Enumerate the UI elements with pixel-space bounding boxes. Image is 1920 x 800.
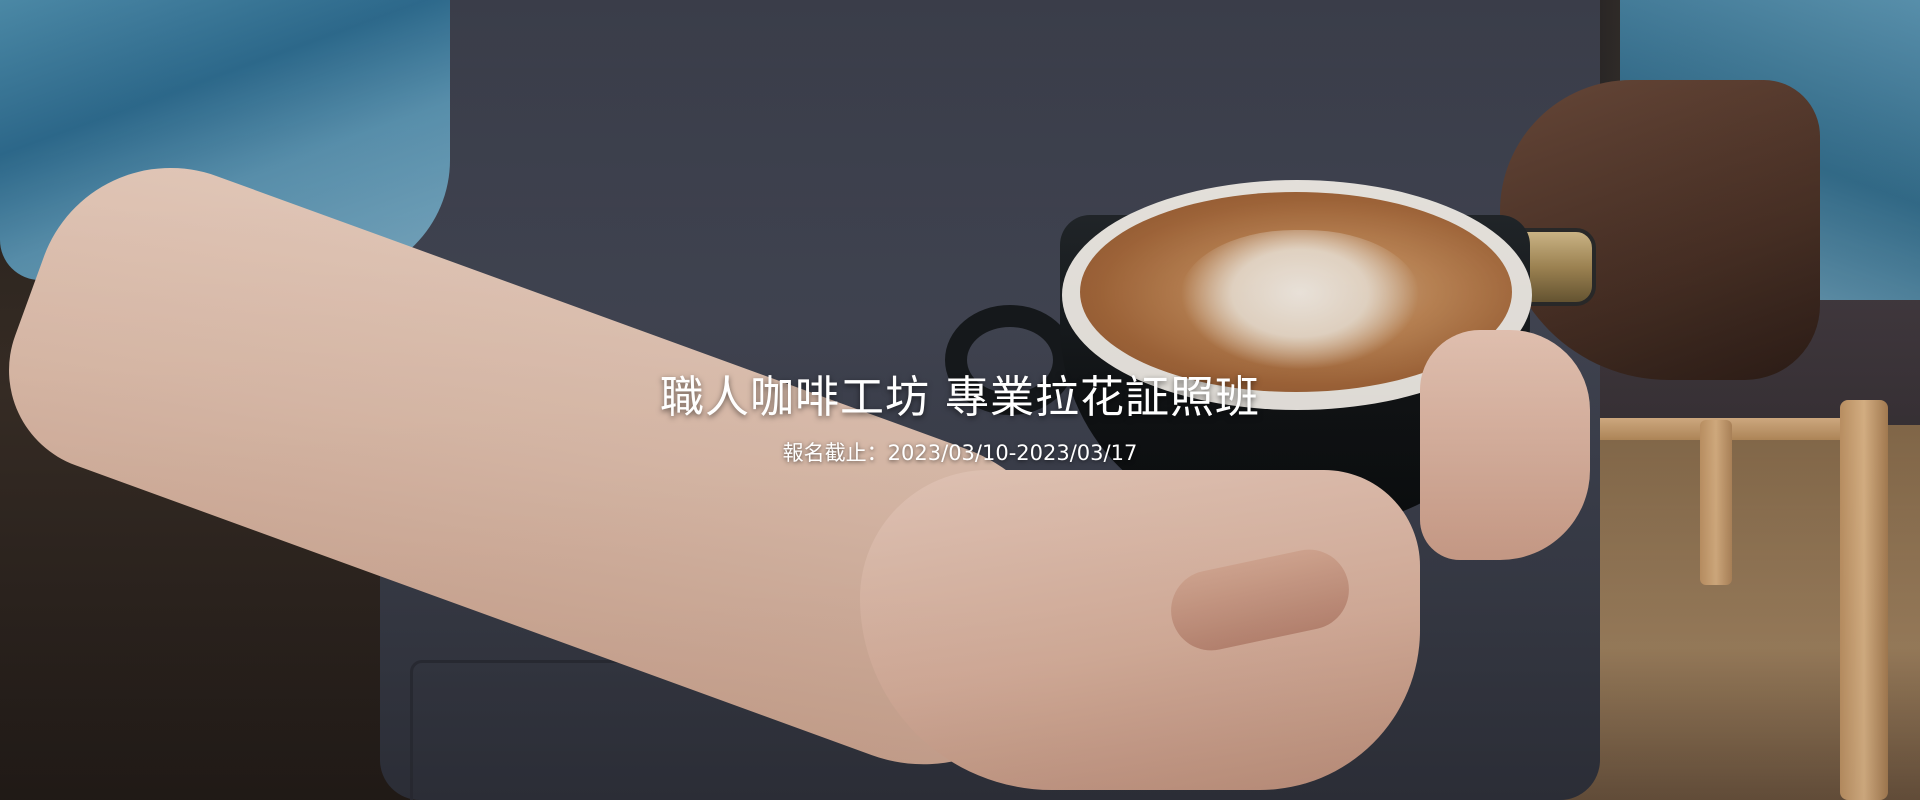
latte-art [1180, 230, 1420, 370]
hero-caption: 職人咖啡工坊 專業拉花証照班 報名截止：2023/03/10-2023/03/1… [0, 370, 1920, 468]
chair-leg [1700, 420, 1732, 585]
chair-leg [1840, 400, 1888, 800]
chair-rail [1585, 418, 1885, 440]
hand-right [1420, 330, 1590, 560]
course-title: 職人咖啡工坊 專業拉花証照班 [660, 372, 1260, 423]
hand-left [860, 470, 1420, 790]
registration-deadline: 報名截止：2023/03/10-2023/03/17 [782, 441, 1138, 465]
